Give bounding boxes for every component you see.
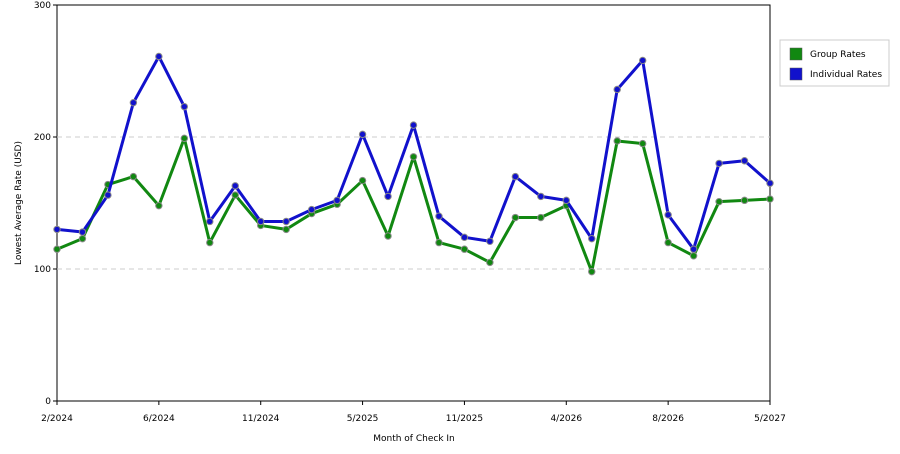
data-point [206, 217, 214, 226]
legend-swatch [789, 67, 803, 81]
data-point [689, 245, 698, 253]
legend-swatch [789, 47, 803, 61]
data-point [511, 172, 520, 181]
data-point [486, 237, 494, 245]
data-point [435, 238, 443, 247]
data-point [206, 238, 214, 247]
x-tick-label: 11/2025 [446, 414, 483, 424]
data-point [155, 52, 163, 61]
legend-label: Group Rates [810, 50, 866, 60]
x-tick-label: 6/2024 [143, 414, 175, 424]
data-point [104, 191, 112, 199]
data-point [740, 196, 749, 205]
x-tick-label: 8/2026 [652, 414, 684, 424]
data-point [78, 234, 87, 243]
data-point [257, 217, 265, 226]
data-point [613, 137, 621, 145]
data-point [384, 192, 392, 201]
data-point [638, 139, 647, 148]
data-point [155, 201, 163, 210]
x-tick-label: 5/2025 [347, 414, 379, 424]
data-point [409, 153, 418, 161]
data-point [333, 196, 341, 205]
x-tick-label: 11/2024 [242, 414, 280, 424]
data-point [486, 258, 494, 267]
data-point [664, 238, 672, 247]
data-point [740, 157, 749, 165]
x-axis-label: Month of Check In [373, 434, 455, 444]
data-point [384, 232, 392, 240]
data-point [78, 228, 87, 236]
data-point [231, 182, 239, 190]
data-point [409, 121, 418, 129]
data-point [358, 130, 367, 139]
data-point [511, 213, 520, 222]
data-point [435, 212, 443, 220]
data-point [282, 217, 290, 226]
data-point [638, 56, 647, 65]
data-point [358, 176, 367, 185]
data-point [766, 195, 774, 203]
data-point [460, 245, 469, 253]
data-point [766, 179, 774, 187]
data-point [537, 213, 545, 222]
y-tick-label: 200 [34, 133, 51, 143]
data-point [282, 225, 290, 234]
data-point [715, 197, 723, 206]
data-point [715, 159, 723, 168]
data-point [689, 252, 698, 260]
legend-label: Individual Rates [810, 70, 882, 80]
data-point [180, 134, 189, 143]
data-point [562, 196, 570, 205]
data-point [129, 98, 138, 107]
data-point [129, 172, 138, 181]
data-point [460, 233, 469, 242]
data-point [588, 234, 596, 243]
y-axis-label: Lowest Average Rate (USD) [14, 141, 24, 265]
data-point [53, 245, 61, 253]
data-point [537, 192, 545, 201]
y-tick-label: 0 [45, 397, 51, 407]
y-tick-label: 300 [34, 1, 51, 11]
plot-area [56, 4, 771, 402]
data-point [588, 267, 596, 276]
x-tick-label: 5/2027 [754, 414, 786, 424]
x-tick-label: 2/2024 [41, 414, 73, 424]
y-tick-label: 100 [34, 265, 51, 275]
data-point [231, 191, 239, 199]
data-point [664, 211, 672, 219]
data-point [53, 225, 61, 234]
data-point [180, 102, 189, 111]
x-tick-label: 4/2026 [550, 414, 582, 424]
data-point [307, 205, 316, 214]
data-point [613, 85, 621, 94]
